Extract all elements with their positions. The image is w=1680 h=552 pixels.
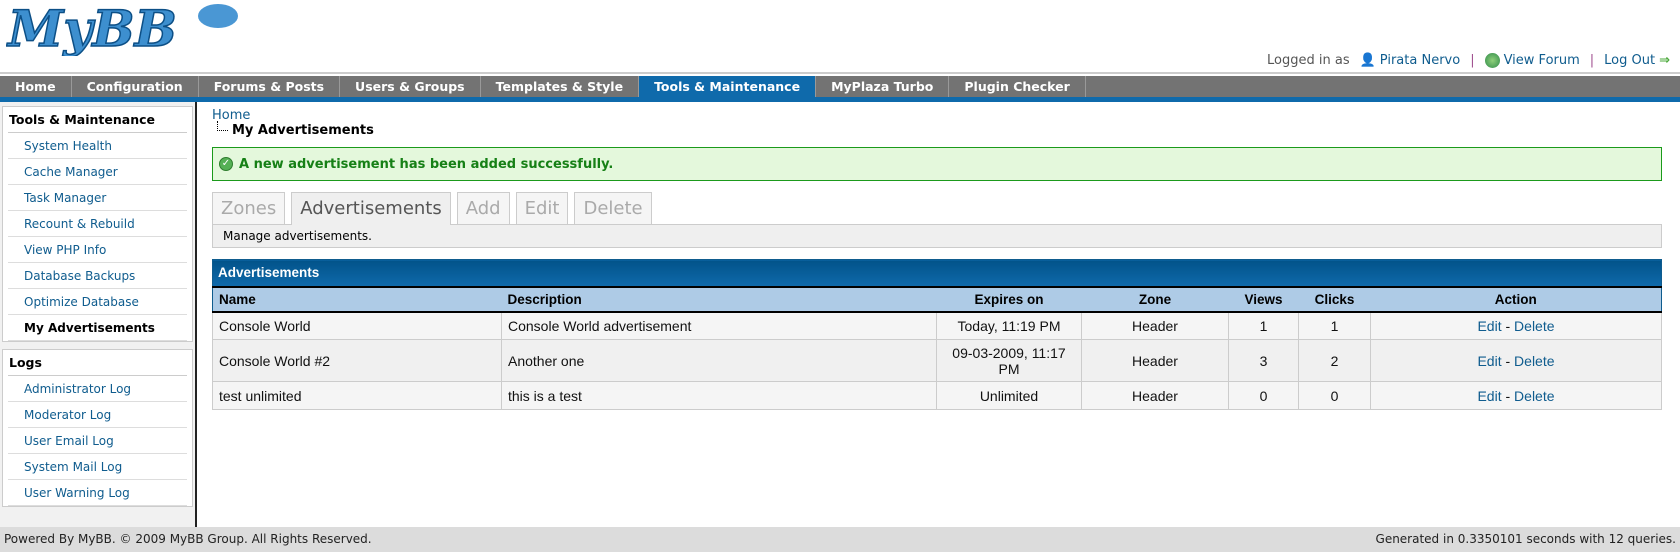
col-views: Views xyxy=(1228,286,1299,313)
edit-link[interactable]: Edit xyxy=(1477,387,1502,404)
divider xyxy=(0,72,1680,74)
username-link[interactable]: Pirata Nervo xyxy=(1379,53,1461,68)
ad-name: test unlimited xyxy=(212,381,502,410)
ad-expires: Unlimited xyxy=(936,381,1082,410)
sidebar-item-cache-manager[interactable]: Cache Manager xyxy=(8,159,187,185)
sidebar: Tools & Maintenance System Health Cache … xyxy=(0,102,197,527)
col-zone: Zone xyxy=(1081,286,1229,313)
user-icon: 👤 xyxy=(1359,53,1376,68)
log-out-link[interactable]: Log Out xyxy=(1604,53,1656,68)
logs-menu: Logs Administrator Log Moderator Log Use… xyxy=(2,349,193,507)
table-row: Console World #2 Another one 09-03-2009,… xyxy=(212,339,1662,382)
nav-tools-maintenance[interactable]: Tools & Maintenance xyxy=(639,76,817,97)
ad-expires: 09-03-2009, 11:17 PM xyxy=(936,339,1082,382)
ad-actions: Edit - Delete xyxy=(1370,381,1662,410)
sidebar-item-recount-rebuild[interactable]: Recount & Rebuild xyxy=(8,211,187,237)
ad-description: Another one xyxy=(501,339,937,382)
ad-clicks: 0 xyxy=(1298,381,1371,410)
nav-forums-posts[interactable]: Forums & Posts xyxy=(199,76,341,97)
footer-generated: Generated in 0.3350101 seconds with 12 q… xyxy=(1375,532,1676,546)
ad-views: 0 xyxy=(1228,381,1299,410)
ad-expires: Today, 11:19 PM xyxy=(936,311,1082,340)
nav-configuration[interactable]: Configuration xyxy=(72,76,199,97)
footer: Powered By MyBB. © 2009 MyBB Group. All … xyxy=(0,527,1680,552)
nav-users-groups[interactable]: Users & Groups xyxy=(340,76,481,97)
main-content: Home My Advertisements ✓ A new advertise… xyxy=(212,108,1662,410)
ad-views: 1 xyxy=(1228,311,1299,340)
logs-menu-title: Logs xyxy=(8,350,187,376)
col-action: Action xyxy=(1370,286,1662,313)
nav-underline xyxy=(0,97,1680,102)
edit-link[interactable]: Edit xyxy=(1477,317,1502,334)
sidebar-item-user-email-log[interactable]: User Email Log xyxy=(8,428,187,454)
sidebar-item-task-manager[interactable]: Task Manager xyxy=(8,185,187,211)
sidebar-item-view-php-info[interactable]: View PHP Info xyxy=(8,237,187,263)
tab-description: Manage advertisements. xyxy=(212,224,1662,248)
ad-views: 3 xyxy=(1228,339,1299,382)
ad-zone: Header xyxy=(1081,381,1229,410)
nav-templates-style[interactable]: Templates & Style xyxy=(481,76,640,97)
success-text: A new advertisement has been added succe… xyxy=(239,156,614,172)
sidebar-item-administrator-log[interactable]: Administrator Log xyxy=(8,376,187,402)
action-separator: - xyxy=(1505,387,1511,404)
advertisements-table: Advertisements Name Description Expires … xyxy=(212,259,1662,410)
ad-description: Console World advertisement xyxy=(501,311,937,340)
svg-text:MyBB: MyBB xyxy=(6,0,177,56)
sidebar-item-moderator-log[interactable]: Moderator Log xyxy=(8,402,187,428)
ad-zone: Header xyxy=(1081,339,1229,382)
tab-edit[interactable]: Edit xyxy=(515,192,569,224)
footer-copyright: Powered By MyBB. © 2009 MyBB Group. All … xyxy=(4,532,372,546)
ad-zone: Header xyxy=(1081,311,1229,340)
view-forum-link[interactable]: View Forum xyxy=(1503,53,1580,68)
main-nav: Home Configuration Forums & Posts Users … xyxy=(0,76,1680,97)
delete-link[interactable]: Delete xyxy=(1514,317,1555,334)
sidebar-item-optimize-database[interactable]: Optimize Database xyxy=(8,289,187,315)
table-title: Advertisements xyxy=(212,259,1662,288)
sidebar-item-system-health[interactable]: System Health xyxy=(8,133,187,159)
check-circle-icon: ✓ xyxy=(219,157,233,171)
col-name: Name xyxy=(212,286,502,313)
table-row: test unlimited this is a test Unlimited … xyxy=(212,381,1662,410)
col-expires: Expires on xyxy=(936,286,1082,313)
user-bar: Logged in as 👤 Pirata Nervo | View Forum… xyxy=(1267,53,1670,68)
nav-plugin-checker[interactable]: Plugin Checker xyxy=(949,76,1086,97)
tabs: Zones Advertisements Add Edit Delete xyxy=(212,192,1662,225)
sidebar-item-my-advertisements[interactable]: My Advertisements xyxy=(8,315,187,341)
sidebar-item-database-backups[interactable]: Database Backups xyxy=(8,263,187,289)
mybb-logo: MyBB xyxy=(6,0,238,56)
sidebar-item-system-mail-log[interactable]: System Mail Log xyxy=(8,454,187,480)
arrow-right-icon: ⇒ xyxy=(1659,53,1670,68)
tab-advertisements[interactable]: Advertisements xyxy=(291,192,451,225)
globe-icon xyxy=(1484,53,1500,68)
breadcrumb-home[interactable]: Home xyxy=(212,108,251,123)
action-separator: - xyxy=(1505,352,1511,369)
tab-zones[interactable]: Zones xyxy=(212,192,286,224)
nav-home[interactable]: Home xyxy=(0,76,72,97)
page-title: My Advertisements xyxy=(212,121,1662,138)
ad-clicks: 1 xyxy=(1298,311,1371,340)
ad-name: Console World #2 xyxy=(212,339,502,382)
tab-add[interactable]: Add xyxy=(456,192,510,224)
sidebar-item-user-warning-log[interactable]: User Warning Log xyxy=(8,480,187,506)
delete-link[interactable]: Delete xyxy=(1514,352,1555,369)
col-description: Description xyxy=(501,286,937,313)
delete-link[interactable]: Delete xyxy=(1514,387,1555,404)
tools-menu-title: Tools & Maintenance xyxy=(8,107,187,133)
nav-myplaza-turbo[interactable]: MyPlaza Turbo xyxy=(816,76,950,97)
ad-name: Console World xyxy=(212,311,502,340)
action-separator: - xyxy=(1505,317,1511,334)
table-row: Console World Console World advertisemen… xyxy=(212,311,1662,340)
ad-description: this is a test xyxy=(501,381,937,410)
tab-delete[interactable]: Delete xyxy=(574,192,652,224)
tools-menu: Tools & Maintenance System Health Cache … xyxy=(2,106,193,342)
ad-actions: Edit - Delete xyxy=(1370,311,1662,340)
success-message: ✓ A new advertisement has been added suc… xyxy=(212,147,1662,181)
logged-in-label: Logged in as xyxy=(1267,53,1350,68)
ad-actions: Edit - Delete xyxy=(1370,339,1662,382)
edit-link[interactable]: Edit xyxy=(1477,352,1502,369)
col-clicks: Clicks xyxy=(1298,286,1371,313)
ad-clicks: 2 xyxy=(1298,339,1371,382)
